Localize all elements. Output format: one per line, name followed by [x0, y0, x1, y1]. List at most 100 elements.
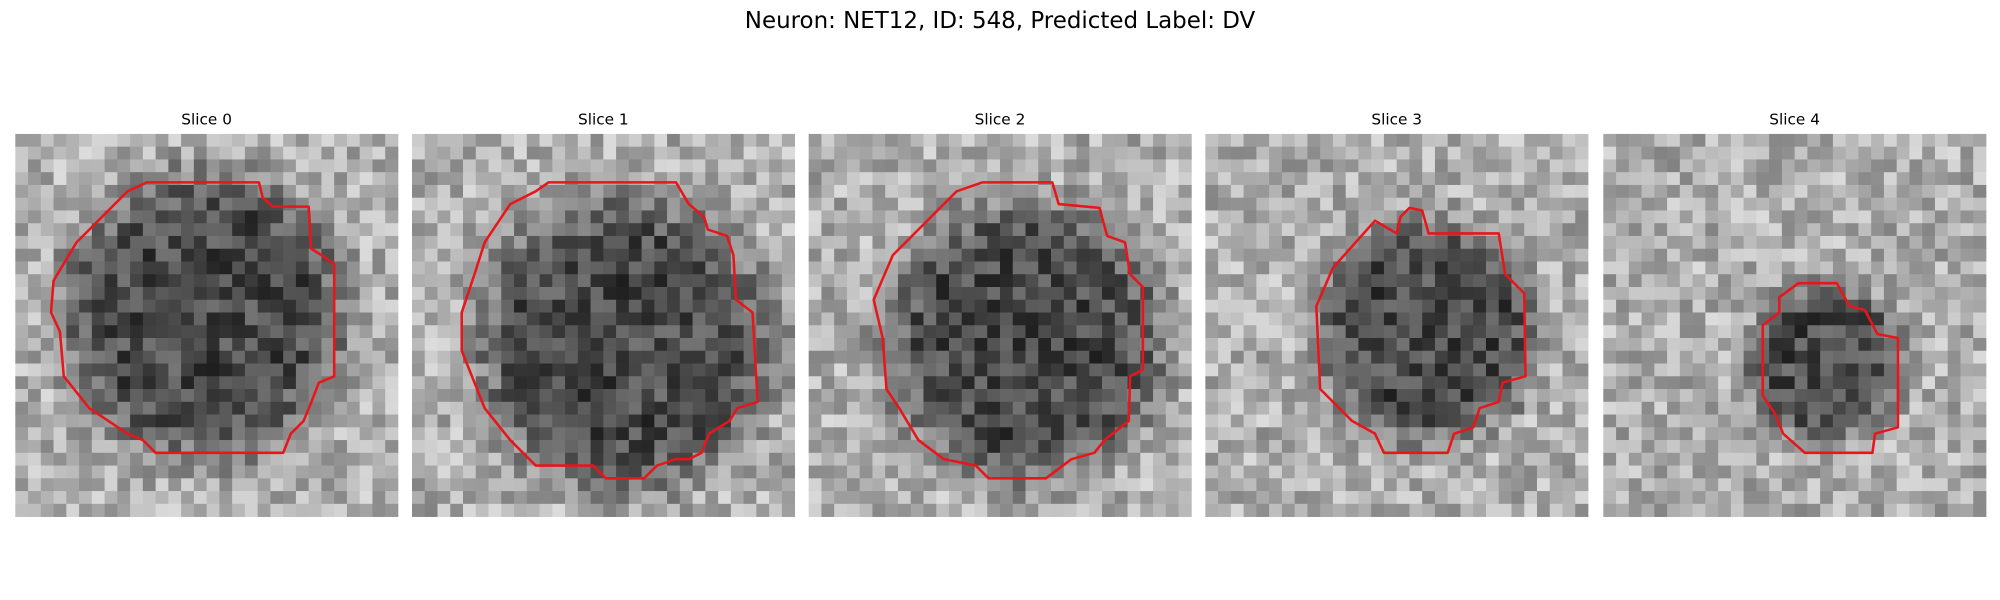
- pixel: [488, 478, 502, 492]
- pixel: [948, 503, 963, 517]
- pixel: [539, 235, 553, 250]
- pixel: [206, 235, 220, 250]
- pixel: [1473, 452, 1487, 466]
- pixel: [1616, 491, 1630, 505]
- pixel: [1205, 184, 1219, 199]
- pixel: [1679, 491, 1693, 505]
- pixel: [1102, 133, 1116, 148]
- pixel: [1871, 274, 1885, 288]
- pixel: [1743, 274, 1757, 288]
- pixel: [552, 414, 566, 428]
- pixel: [1063, 491, 1077, 505]
- pixel: [679, 172, 693, 186]
- pixel: [974, 376, 988, 390]
- pixel: [346, 503, 361, 517]
- pixel: [91, 478, 105, 492]
- pixel: [15, 414, 29, 428]
- pixel: [1000, 210, 1014, 224]
- pixel: [1218, 325, 1232, 339]
- pixel: [1536, 133, 1551, 148]
- pixel: [1269, 312, 1283, 326]
- pixel: [1358, 235, 1372, 250]
- pixel: [1447, 286, 1461, 301]
- pixel: [1243, 261, 1257, 275]
- pixel: [1692, 223, 1706, 237]
- pixel: [1549, 401, 1563, 415]
- pixel: [1383, 197, 1398, 211]
- pixel: [1383, 210, 1398, 224]
- pixel: [1807, 172, 1821, 186]
- pixel: [28, 286, 42, 301]
- pixel: [142, 210, 156, 224]
- pixel: [463, 299, 477, 313]
- pixel: [437, 248, 451, 262]
- pixel: [1140, 274, 1154, 288]
- pixel: [1281, 427, 1296, 441]
- pixel: [142, 286, 156, 301]
- pixel: [346, 478, 361, 492]
- pixel: [40, 172, 54, 186]
- pixel: [1140, 503, 1154, 517]
- pixel: [1947, 197, 1961, 211]
- pixel: [270, 184, 284, 199]
- pixel: [654, 478, 668, 492]
- pixel: [910, 312, 924, 326]
- pixel: [1218, 172, 1232, 186]
- panel-title: Slice 4: [1769, 110, 1820, 128]
- pixel: [1256, 376, 1270, 390]
- pixel: [1922, 440, 1936, 454]
- pixel: [1820, 376, 1834, 390]
- pixel: [1794, 248, 1808, 262]
- pixel: [1947, 465, 1961, 479]
- pixel: [936, 286, 950, 301]
- pixel: [411, 312, 426, 326]
- pixel: [1165, 210, 1179, 224]
- pixel: [1909, 376, 1923, 390]
- pixel: [1756, 401, 1770, 415]
- pixel: [846, 452, 861, 466]
- pixel: [1498, 389, 1512, 403]
- pixel: [552, 478, 566, 492]
- pixel: [936, 312, 950, 326]
- pixel: [1358, 325, 1372, 339]
- pixel: [321, 210, 335, 224]
- pixel: [1409, 146, 1423, 160]
- pixel: [756, 363, 770, 377]
- pixel: [1730, 235, 1745, 250]
- pixel: [1434, 414, 1449, 428]
- pixel: [769, 350, 783, 364]
- pixel: [756, 452, 770, 466]
- pixel: [808, 210, 822, 224]
- pixel: [1524, 325, 1538, 339]
- pixel: [1447, 503, 1461, 517]
- pixel: [679, 503, 693, 517]
- pixel: [1460, 376, 1474, 390]
- pixel: [974, 414, 988, 428]
- pixel: [692, 338, 706, 352]
- pixel: [679, 401, 693, 415]
- pixel: [1781, 172, 1796, 186]
- pixel: [411, 197, 426, 211]
- pixel: [219, 299, 233, 313]
- pixel: [1511, 427, 1525, 441]
- pixel: [885, 465, 899, 479]
- pixel: [1616, 146, 1630, 160]
- pixel: [1102, 389, 1116, 403]
- pixel: [244, 299, 259, 313]
- pixel: [334, 491, 348, 505]
- pixel: [781, 159, 796, 173]
- pixel: [28, 261, 42, 275]
- pixel: [923, 133, 937, 148]
- pixel: [1358, 503, 1372, 517]
- pixel: [130, 389, 144, 403]
- pixel: [1705, 503, 1719, 517]
- pixel: [308, 440, 322, 454]
- pixel: [1616, 235, 1630, 250]
- pixel: [872, 223, 886, 237]
- pixel: [1012, 401, 1026, 415]
- pixel: [641, 491, 655, 505]
- pixel: [603, 452, 617, 466]
- pixel: [53, 248, 67, 262]
- pixel: [705, 491, 719, 505]
- pixel: [910, 248, 924, 262]
